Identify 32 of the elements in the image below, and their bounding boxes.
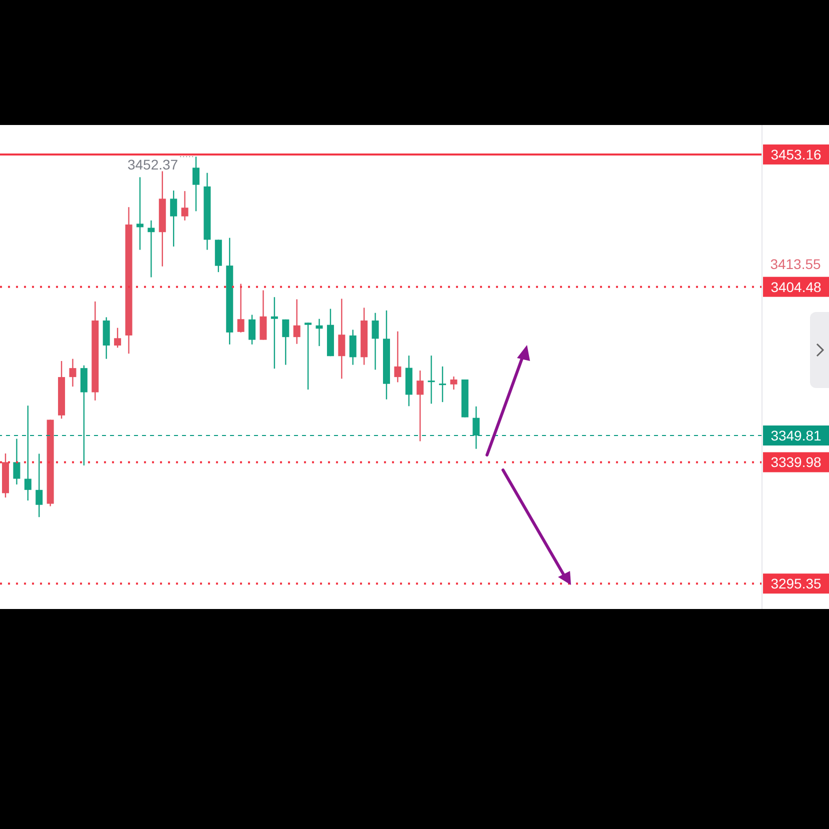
candlestick <box>114 327 122 348</box>
ref-line-label: 3453.16 <box>770 146 822 162</box>
candlestick <box>192 156 200 212</box>
text: 3413.55 <box>769 256 822 272</box>
candlestick <box>282 318 290 366</box>
candlestick <box>428 354 435 404</box>
candlestick <box>394 330 402 383</box>
candlestick <box>237 283 244 334</box>
candlestick <box>13 438 20 486</box>
candlestick <box>170 190 178 248</box>
candlestick <box>439 366 446 403</box>
candlestick <box>69 358 76 388</box>
candlestick <box>349 329 356 366</box>
candlestick <box>416 370 424 442</box>
candlestick <box>260 290 267 340</box>
candlestick <box>148 220 155 278</box>
candlestick <box>270 296 278 370</box>
candlestick <box>372 312 379 370</box>
candlestick <box>248 314 256 346</box>
candlestick <box>293 298 300 344</box>
candlestick <box>316 318 323 347</box>
candlestick <box>450 376 458 390</box>
candlestick <box>36 453 43 518</box>
ref-line-label: 3295.35 <box>770 576 822 592</box>
annotation: 3452.37 <box>127 156 178 173</box>
ref-line-label: 3339.98 <box>770 454 822 470</box>
ref-line-label: 3349.81 <box>770 427 822 444</box>
candlestick <box>181 190 188 222</box>
candlestick <box>304 322 312 390</box>
candlestick <box>338 298 346 380</box>
candlestick <box>136 176 144 250</box>
ref-line-label: 3404.48 <box>770 278 822 295</box>
